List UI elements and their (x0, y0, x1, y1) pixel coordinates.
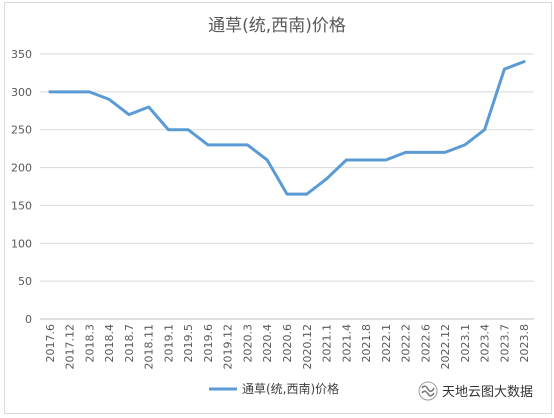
data-point (523, 60, 526, 63)
x-tick-label: 2020.4 (261, 324, 274, 363)
x-tick-label: 2018.7 (123, 324, 136, 363)
y-tick-label: 200 (11, 162, 32, 175)
x-tick-label: 2021.1 (321, 324, 334, 363)
series-layer (48, 60, 526, 196)
x-tick-label: 2019.12 (222, 324, 235, 370)
x-tick-label: 2018.3 (83, 324, 96, 363)
x-tick-label: 2020.6 (281, 324, 294, 363)
legend: 通草(统,西南)价格 (209, 381, 339, 396)
data-point (424, 151, 427, 154)
data-point (305, 193, 308, 196)
chart-frame (4, 2, 552, 414)
data-point (266, 159, 269, 162)
y-tick-label: 50 (18, 275, 32, 288)
data-point (108, 98, 111, 101)
y-tick-label: 150 (11, 199, 32, 212)
wechat-channel-icon (418, 381, 438, 401)
x-tick-label: 2019.6 (202, 324, 215, 363)
data-point (365, 159, 368, 162)
x-tick-label: 2020.3 (241, 324, 254, 363)
data-point (246, 143, 249, 146)
x-tick-label: 2022.2 (400, 324, 413, 363)
data-point (68, 90, 71, 93)
data-point (384, 159, 387, 162)
data-point (127, 113, 130, 116)
data-point (206, 143, 209, 146)
data-point (444, 151, 447, 154)
x-tick-label: 2023.7 (498, 324, 511, 363)
y-tick-label: 350 (11, 48, 32, 61)
y-tick-label: 0 (25, 313, 32, 326)
x-tick-label: 2021.8 (360, 324, 373, 363)
x-tick-label: 2017.6 (44, 324, 57, 363)
x-axis-ticks: 2017.6 2017.12 2018.3 2018.4 2018.7 2018.11 20… (44, 324, 531, 370)
x-tick-label: 2018.4 (103, 324, 116, 363)
y-tick-label: 100 (11, 237, 32, 250)
data-point (483, 128, 486, 131)
x-tick-label: 2022.6 (419, 324, 432, 363)
y-axis-ticks: 0 50 100 150 200 250 300 350 (11, 48, 32, 326)
x-tick-label: 2022.12 (439, 324, 452, 370)
x-tick-label: 2023.4 (479, 324, 492, 363)
x-tick-label: 2020.12 (301, 324, 314, 370)
data-point (167, 128, 170, 131)
data-point (286, 193, 289, 196)
data-point (187, 128, 190, 131)
x-tick-label: 2017.12 (64, 324, 77, 370)
x-tick-label: 2022.1 (380, 324, 393, 363)
y-tick-label: 250 (11, 124, 32, 137)
series-line (48, 60, 526, 196)
x-tick-label: 2019.5 (182, 324, 195, 363)
x-tick-label: 2021.4 (340, 324, 353, 363)
gridlines (40, 53, 534, 320)
data-point (503, 68, 506, 71)
data-point (147, 106, 150, 109)
y-tick-label: 300 (11, 86, 32, 99)
data-point (88, 90, 91, 93)
x-tick-label: 2019.1 (162, 324, 175, 363)
data-point (48, 90, 51, 93)
data-point (404, 151, 407, 154)
data-point (463, 143, 466, 146)
x-tick-label: 2018.11 (143, 324, 156, 370)
legend-label: 通草(统,西南)价格 (242, 381, 339, 396)
watermark: 天地云图大数据 (418, 381, 533, 401)
watermark-text: 天地云图大数据 (442, 385, 533, 400)
data-point (325, 177, 328, 180)
x-tick-label: 2023.8 (518, 324, 531, 363)
x-tick-label: 2023.1 (459, 324, 472, 363)
data-point (345, 159, 348, 162)
chart-title: 通草(统,西南)价格 (208, 16, 346, 36)
data-point (226, 143, 229, 146)
